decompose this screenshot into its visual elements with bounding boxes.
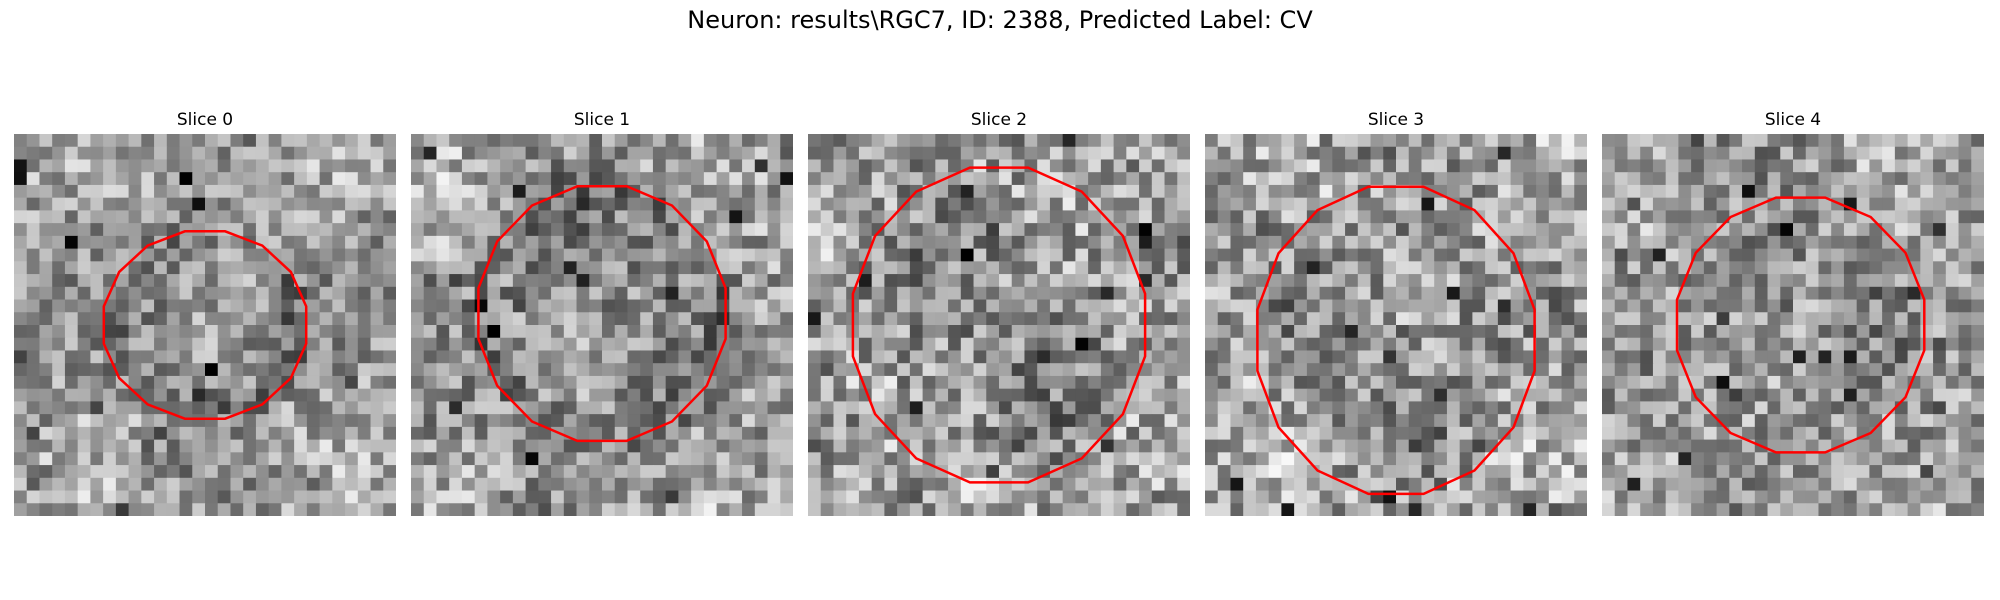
slice-image-4	[1602, 134, 1984, 516]
pixel-grid	[14, 134, 396, 516]
roi-outline	[1675, 196, 1926, 454]
roi-outline	[102, 230, 308, 420]
slice-panel-2: Slice 2	[808, 108, 1190, 516]
pixel-grid	[1205, 134, 1587, 516]
roi-outline	[1256, 185, 1536, 496]
pixel-grid	[1602, 134, 1984, 516]
slice-title-4: Slice 4	[1764, 110, 1822, 130]
figure-title: Neuron: results\RGC7, ID: 2388, Predicte…	[687, 6, 1313, 34]
roi-outline	[477, 184, 727, 443]
slice-image-1	[411, 134, 793, 516]
slice-image-0	[14, 134, 396, 516]
slice-title-2: Slice 2	[970, 110, 1028, 130]
slice-image-2	[808, 134, 1190, 516]
slice-panel-0: Slice 0	[14, 108, 396, 516]
slice-panel-4: Slice 4	[1602, 108, 1984, 516]
slice-title-0: Slice 0	[176, 110, 234, 130]
slice-image-3	[1205, 134, 1587, 516]
slice-title-3: Slice 3	[1367, 110, 1425, 130]
slice-title-1: Slice 1	[573, 110, 631, 130]
slice-panel-3: Slice 3	[1205, 108, 1587, 516]
slice-panel-1: Slice 1	[411, 108, 793, 516]
pixel-grid	[411, 134, 793, 516]
roi-outline	[851, 166, 1147, 484]
pixel-grid	[808, 134, 1190, 516]
